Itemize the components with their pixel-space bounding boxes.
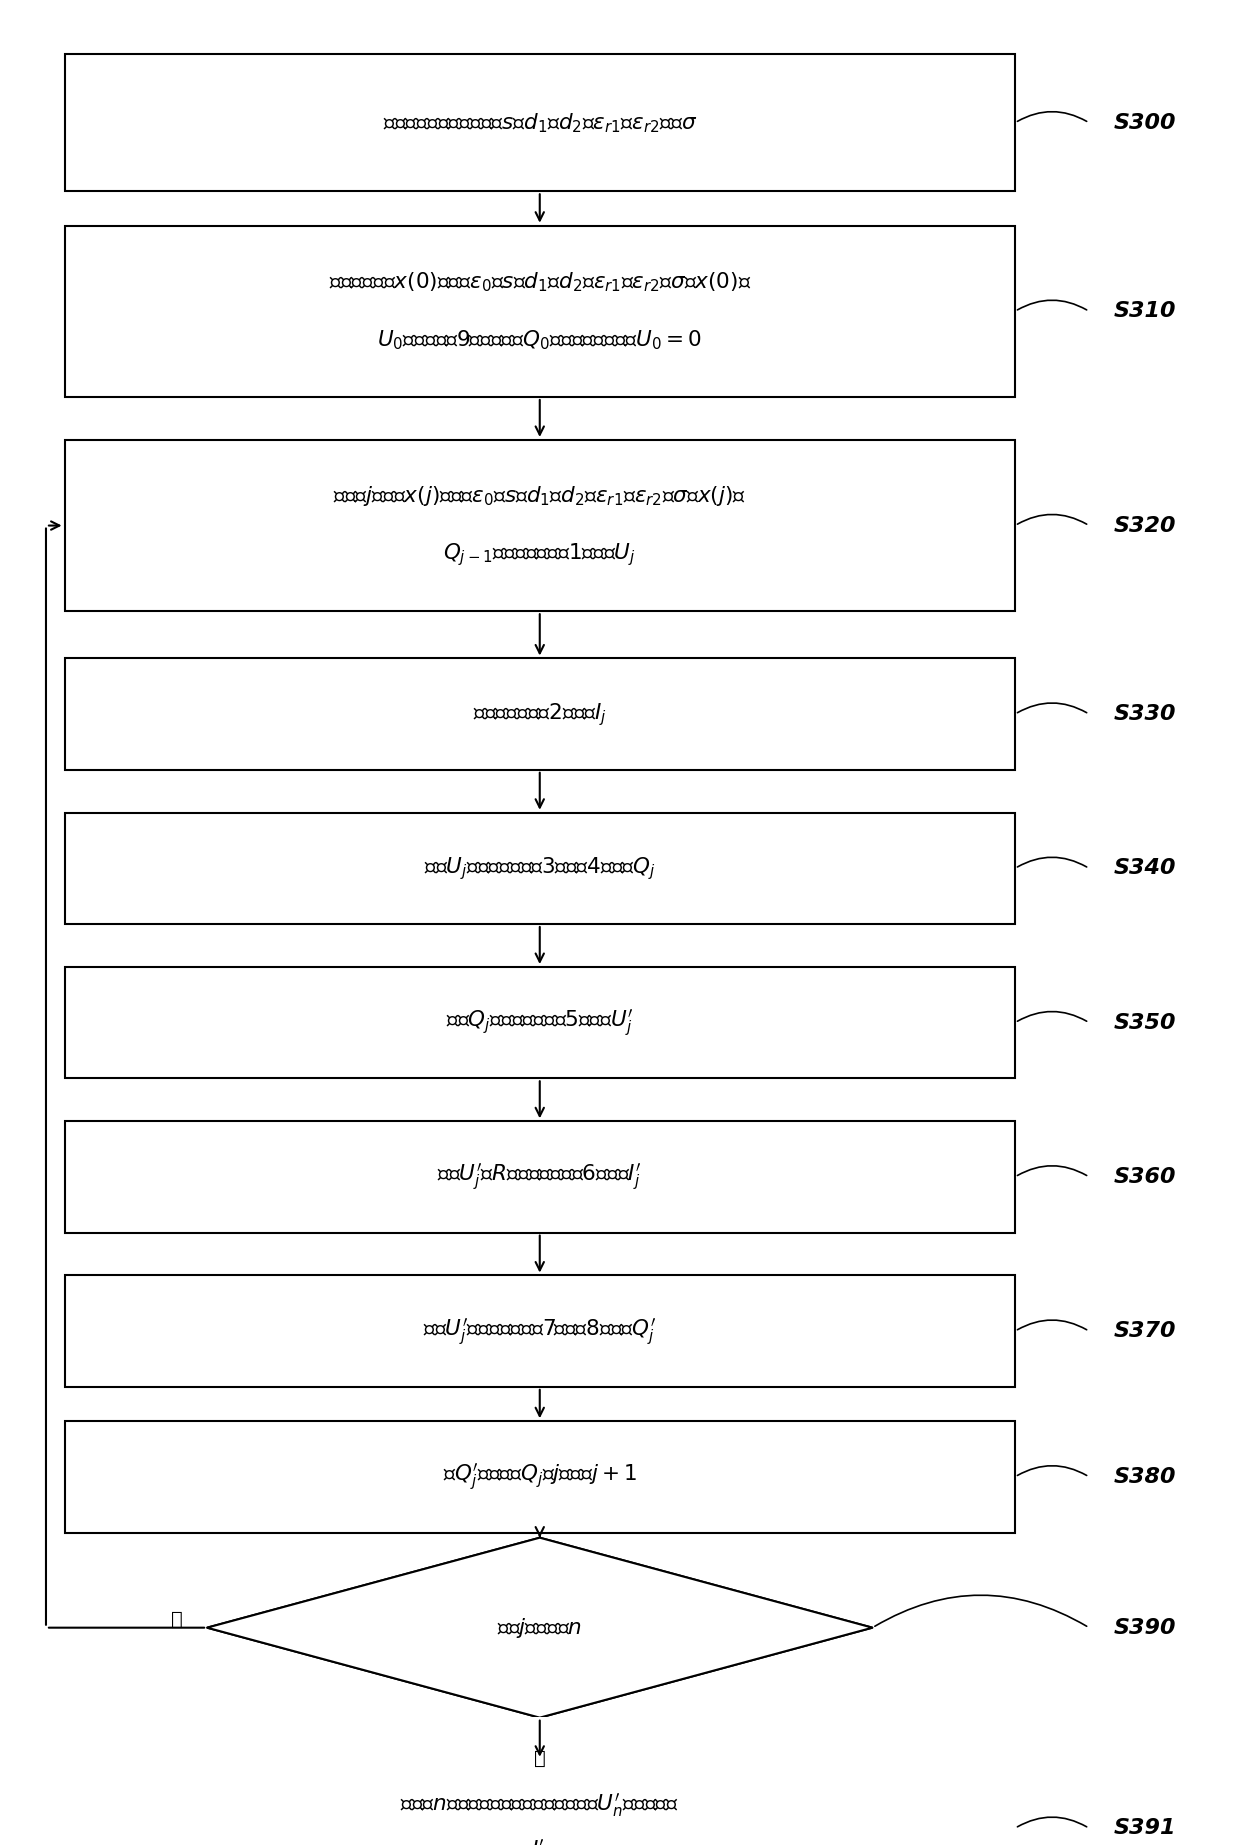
FancyBboxPatch shape xyxy=(64,439,1016,611)
FancyBboxPatch shape xyxy=(64,1275,1016,1387)
Text: S360: S360 xyxy=(1114,1166,1177,1186)
FancyBboxPatch shape xyxy=(64,659,1016,769)
Text: S350: S350 xyxy=(1114,1013,1177,1033)
Text: $I_n'$: $I_n'$ xyxy=(532,1838,548,1845)
FancyBboxPatch shape xyxy=(64,1421,1016,1533)
Text: 判断$j$是否等于$n$: 判断$j$是否等于$n$ xyxy=(497,1616,583,1640)
Text: 获取初始时刻$x(0)$，基于$\varepsilon_0$、$s$、$d_1$、$d_2$、$\varepsilon_{r1}$、$\varepsilon_{: 获取初始时刻$x(0)$，基于$\varepsilon_0$、$s$、$d_1$… xyxy=(329,271,751,293)
Text: S340: S340 xyxy=(1114,858,1177,878)
Text: 输出第$n$个时刻的摩擦发电机的输出电压$U_n'$、输出电流: 输出第$n$个时刻的摩擦发电机的输出电压$U_n'$、输出电流 xyxy=(401,1791,680,1819)
FancyBboxPatch shape xyxy=(64,54,1016,192)
Text: 基于$U_j'$利用如下公式（7）和（8）计算$Q_j'$: 基于$U_j'$利用如下公式（7）和（8）计算$Q_j'$ xyxy=(423,1315,656,1347)
Text: 基于$U_j'$和$R$利用如下公式（6）计算$I_j'$: 基于$U_j'$和$R$利用如下公式（6）计算$I_j'$ xyxy=(438,1162,642,1192)
FancyBboxPatch shape xyxy=(64,1760,1016,1845)
Text: 否: 否 xyxy=(171,1609,182,1629)
Text: S370: S370 xyxy=(1114,1321,1177,1341)
Text: 利用如下公式（2）计算$I_j$: 利用如下公式（2）计算$I_j$ xyxy=(472,701,606,727)
Text: S300: S300 xyxy=(1114,113,1177,133)
Text: S380: S380 xyxy=(1114,1467,1177,1487)
Text: 是: 是 xyxy=(534,1749,546,1768)
Text: 将$Q_j'$的值赋予$Q_j$，$j$赋值为$j+1$: 将$Q_j'$的值赋予$Q_j$，$j$赋值为$j+1$ xyxy=(443,1461,637,1493)
Text: $U_0$利用公式（9）计算得到$Q_0$，其中，初始时刻$U_0=0$: $U_0$利用公式（9）计算得到$Q_0$，其中，初始时刻$U_0=0$ xyxy=(377,328,702,352)
Polygon shape xyxy=(207,1537,873,1718)
Text: $Q_{j-1}$利用如下公式（1）计算$U_j$: $Q_{j-1}$利用如下公式（1）计算$U_j$ xyxy=(444,541,636,568)
FancyBboxPatch shape xyxy=(64,1122,1016,1232)
Text: 获取摩擦发电机的参数：$s$、$d_1$、$d_2$，$\varepsilon_{r1}$、$\varepsilon_{r2}$以及$\sigma$: 获取摩擦发电机的参数：$s$、$d_1$、$d_2$，$\varepsilon_… xyxy=(383,111,697,135)
Text: S320: S320 xyxy=(1114,515,1177,535)
Text: S330: S330 xyxy=(1114,705,1177,723)
FancyBboxPatch shape xyxy=(64,812,1016,924)
Text: 基于$U_j$利用如下公式（3）和（4）计算$Q_j$: 基于$U_j$利用如下公式（3）和（4）计算$Q_j$ xyxy=(424,854,656,882)
Text: 基于$Q_j$利用如下公式（5）计算$U_j'$: 基于$Q_j$利用如下公式（5）计算$U_j'$ xyxy=(446,1007,634,1039)
FancyBboxPatch shape xyxy=(64,967,1016,1077)
Text: 获取第$j$个时刻$x(j)$，基于$\varepsilon_0$、$s$、$d_1$、$d_2$、$\varepsilon_{r1}$、$\varepsilo: 获取第$j$个时刻$x(j)$，基于$\varepsilon_0$、$s$、$d… xyxy=(334,485,746,509)
Text: S310: S310 xyxy=(1114,301,1177,321)
FancyBboxPatch shape xyxy=(64,225,1016,397)
Text: S391: S391 xyxy=(1114,1817,1177,1838)
Text: S390: S390 xyxy=(1114,1618,1177,1638)
